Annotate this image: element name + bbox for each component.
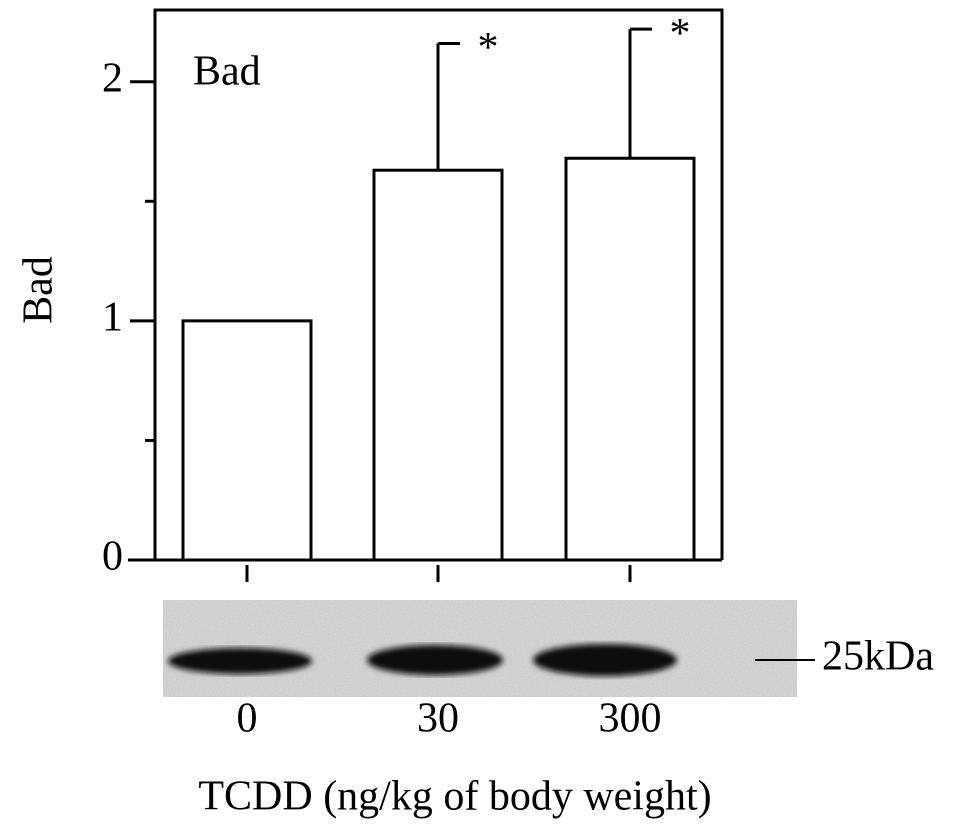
error-bar xyxy=(628,27,652,159)
blot-band xyxy=(367,645,503,675)
bar xyxy=(564,156,696,562)
y-tick-label: 0 xyxy=(102,534,123,580)
error-bar xyxy=(436,41,460,171)
western-blot xyxy=(163,600,815,697)
panel-label: Bad xyxy=(193,49,261,95)
x-tick-label: 0 xyxy=(237,696,258,742)
bar xyxy=(372,168,504,562)
blot-band xyxy=(168,648,312,674)
x-tick-label: 300 xyxy=(599,696,662,742)
significance-marker: * xyxy=(478,25,499,71)
y-tick-label: 1 xyxy=(102,295,123,341)
y-tick-label: 2 xyxy=(102,55,123,101)
y-axis-label: Bad xyxy=(16,256,62,324)
plot-frame xyxy=(153,8,724,560)
x-axis-label: TCDD (ng/kg of body weight) xyxy=(198,774,711,820)
bar xyxy=(181,319,313,562)
blot-texture xyxy=(163,600,797,697)
significance-marker: * xyxy=(670,11,691,57)
blot-marker: 25kDa xyxy=(822,634,934,680)
x-tick-label: 30 xyxy=(417,696,459,742)
blot-band xyxy=(533,644,677,676)
